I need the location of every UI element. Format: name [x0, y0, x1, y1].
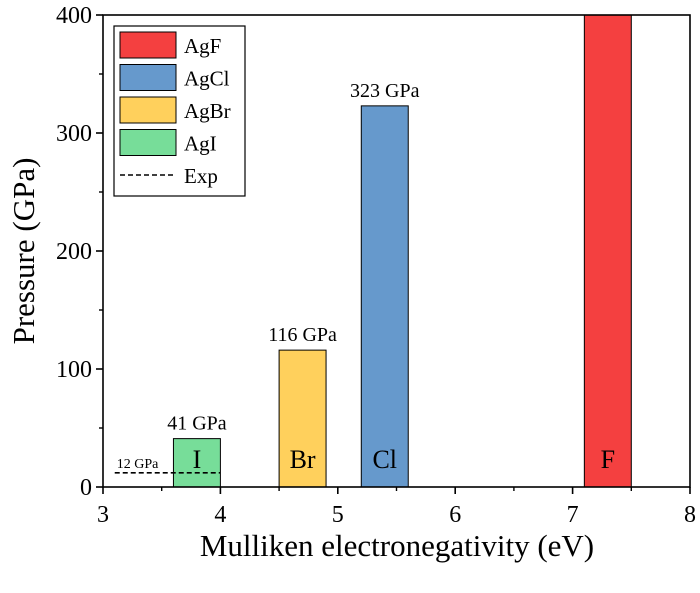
bar-agbr: [278, 349, 327, 488]
legend-swatch-agcl: [119, 64, 177, 91]
bar-agcl: [360, 105, 409, 488]
legend-label-agi: AgI: [184, 132, 217, 156]
bar-value-label-agbr: 116 GPa: [268, 324, 337, 346]
x-axis-title: Mulliken electronegativity (eV): [200, 528, 594, 563]
y-tick-label: 0: [80, 475, 92, 501]
bar-agi: [172, 438, 221, 488]
axes-layer: 3 4 5 6 7 8 0 100 200 300 400: [56, 3, 696, 528]
bar-value-label-agcl: 323 GPa: [350, 80, 420, 102]
legend-swatch-agbr: [119, 96, 177, 124]
x-tick-label: 3: [97, 502, 109, 528]
bars-layer: [172, 14, 632, 488]
bar-inner-label-agi: I: [193, 445, 202, 474]
reference-line-label: 12 GPa: [117, 457, 159, 472]
bar-value-label-agi: 41 GPa: [167, 413, 227, 435]
legend-label-exp: Exp: [184, 164, 218, 188]
x-tick-label: 8: [684, 502, 696, 528]
x-tick-label: 6: [449, 502, 461, 528]
y-tick-label: 100: [56, 357, 92, 383]
y-tick-label: 300: [56, 121, 92, 147]
x-tick-label: 7: [567, 502, 579, 528]
bar-labels-layer: F Cl 323 GPa Br 116 GPa I 41 GPa 12 GPa: [117, 80, 615, 474]
legend-label-agf: AgF: [184, 34, 221, 58]
y-tick-label: 200: [56, 239, 92, 265]
bar-agf: [583, 14, 632, 488]
bar-inner-label-agf: F: [601, 445, 615, 474]
legend: AgF AgCl AgBr AgI Exp: [113, 25, 246, 197]
x-tick-label: 4: [214, 502, 226, 528]
y-tick-label: 400: [56, 3, 92, 29]
bar-inner-label-agbr: Br: [290, 445, 316, 474]
x-tick-label: 5: [332, 502, 344, 528]
legend-swatch-agf: [119, 31, 177, 59]
legend-label-agcl: AgCl: [184, 67, 230, 91]
legend-swatch-agi: [119, 129, 177, 156]
bar-inner-label-agcl: Cl: [372, 445, 397, 474]
y-axis-title: Pressure (GPa): [6, 158, 41, 345]
legend-label-agbr: AgBr: [184, 99, 231, 123]
